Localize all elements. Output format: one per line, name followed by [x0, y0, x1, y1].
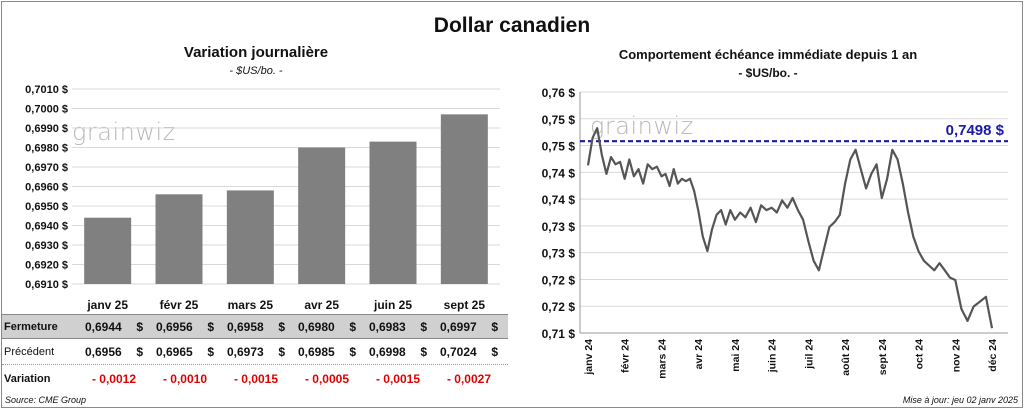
x-tick-label: mars 24: [656, 339, 668, 379]
table-cell: 0,6956 $: [85, 345, 143, 359]
table-cell-change: - 0,0015: [233, 371, 279, 386]
table-cell-change: - 0,0012: [91, 371, 137, 386]
bar-chart-subtitle: - $US/bo. -: [229, 65, 283, 77]
table-cell: 0,6998 $: [369, 345, 427, 359]
x-tick-label: avr 24: [693, 339, 705, 370]
reference-line-label: 0,7498 $: [946, 122, 1005, 139]
y-tick-label: 0,6930 $: [25, 240, 68, 252]
table-cell: 0,6973 $: [227, 345, 285, 359]
table-row-fermeture: Fermeture 0,6944 $ 0,6956 $ 0,6958 $ 0,6980…: [2, 314, 508, 339]
row-label: Fermeture: [4, 320, 58, 333]
page-title: Dollar canadien: [433, 14, 591, 37]
table-cell: 0,6965 $: [156, 345, 214, 359]
bar: [155, 194, 203, 284]
line-chart-subtitle: - $US/bo. -: [738, 66, 798, 80]
x-tick-label: août 24: [840, 339, 852, 376]
table-cell: 0,6997 $: [440, 319, 498, 334]
y-tick-label: 0,74 $: [542, 166, 576, 180]
row-label: Précédent: [4, 346, 55, 358]
x-tick-label: févr 24: [620, 339, 632, 373]
bar: [298, 147, 346, 284]
x-tick-label: mai 24: [730, 339, 742, 372]
x-tick-label: janv 25: [86, 298, 128, 312]
x-tick-label: sept 24: [877, 339, 889, 375]
table-cell: 0,6980 $: [298, 319, 356, 334]
y-tick-label: 0,71 $: [542, 327, 576, 341]
y-tick-label: 0,73 $: [542, 220, 576, 234]
table-row-precedent: Précédent 0,6956 $ 0,6965 $ 0,6973 $ 0,6985…: [2, 340, 508, 365]
table-cell-change: - 0,0010: [162, 371, 208, 386]
y-tick-label: 0,7010 $: [25, 84, 68, 96]
y-tick-label: 0,6940 $: [25, 221, 68, 233]
source-note: Source: CME Group: [5, 395, 87, 405]
row-label: Variation: [4, 372, 51, 385]
bar: [226, 190, 274, 284]
y-tick-label: 0,74 $: [542, 193, 576, 207]
bar: [84, 217, 132, 284]
update-timestamp: Mise à jour: jeu 02 janv 2025: [902, 395, 1018, 405]
bar-chart-title: Variation journalière: [183, 44, 329, 61]
x-tick-label: févr 25: [160, 298, 199, 312]
x-tick-label: nov 24: [950, 339, 962, 372]
x-tick-label: mars 25: [228, 298, 274, 312]
y-tick-label: 0,6990 $: [25, 123, 68, 135]
table-cell-change: - 0,0027: [446, 371, 492, 386]
watermark-right: grainwiz: [590, 112, 694, 140]
table-cell: 0,6956 $: [156, 319, 214, 334]
x-tick-label: oct 24: [914, 339, 926, 370]
y-tick-label: 0,6950 $: [25, 201, 68, 213]
y-tick-label: 0,73 $: [542, 247, 576, 261]
line-chart-title: Comportement échéance immédiate depuis 1…: [618, 47, 918, 62]
y-tick-label: 0,75 $: [542, 113, 576, 127]
bar: [440, 114, 488, 284]
line-chart: 0,76 $ 0,75 $ 0,75 $ 0,74 $ 0,74 $ 0,73 $ 0,73…: [542, 86, 1008, 379]
y-tick-label: 0,72 $: [542, 273, 576, 287]
x-tick-label: déc 24: [987, 339, 999, 372]
table-cell: 0,6985 $: [298, 345, 356, 359]
table-cell: 0,6983 $: [369, 319, 427, 334]
bar: [369, 141, 417, 284]
x-tick-label: sept 25: [444, 298, 486, 312]
table-cell-change: - 0,0015: [375, 371, 421, 386]
y-tick-label: 0,75 $: [542, 140, 576, 154]
x-tick-label: juil 24: [803, 339, 815, 370]
y-tick-label: 0,7000 $: [25, 104, 68, 116]
y-tick-label: 0,6920 $: [25, 260, 68, 272]
x-tick-label: juin 24: [767, 339, 779, 373]
y-tick-label: 0,6910 $: [25, 279, 68, 291]
y-tick-label: 0,6980 $: [25, 143, 68, 155]
bar-chart: 0,7010 $ 0,7000 $ 0,6990 $ 0,6980 $ 0,6970 $…: [25, 84, 500, 312]
y-tick-label: 0,6970 $: [25, 162, 68, 174]
y-tick-label: 0,72 $: [542, 300, 576, 314]
y-tick-label: 0,6960 $: [25, 182, 68, 194]
table-row-variation: Variation - 0,0012 - 0,0010 - 0,0015 - 0…: [2, 366, 508, 391]
table-cell: 0,7024 $: [440, 345, 498, 359]
x-tick-label: avr 25: [304, 298, 339, 312]
table-cell: 0,6958 $: [227, 319, 285, 334]
y-tick-label: 0,76 $: [542, 86, 576, 100]
series-line: [586, 127, 994, 329]
table-cell-change: - 0,0005: [304, 371, 350, 386]
watermark-left: grainwiz: [72, 118, 176, 146]
x-tick-label: juin 25: [373, 298, 412, 312]
x-tick-label: janv 24: [583, 339, 595, 376]
table-cell: 0,6944 $: [85, 319, 143, 334]
